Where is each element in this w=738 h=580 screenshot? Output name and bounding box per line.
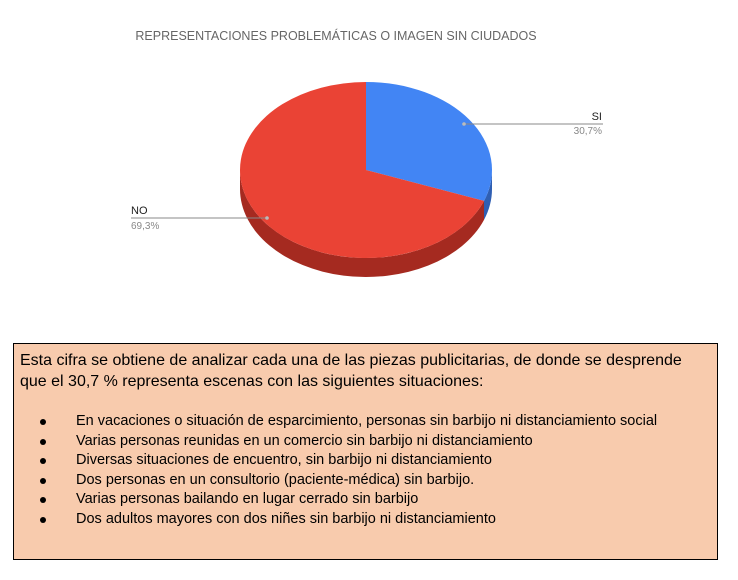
list-item-text: Varias personas reunidas en un comercio … <box>76 432 533 449</box>
list-item-text: Dos personas en un consultorio (paciente… <box>76 471 475 488</box>
bullet-icon <box>40 419 46 425</box>
situations-list: En vacaciones o situación de esparcimien… <box>20 412 709 529</box>
slice-value-label: 69,3% <box>131 221 159 232</box>
bullet-icon <box>40 458 46 464</box>
list-item-text: Varias personas bailando en lugar cerrad… <box>76 491 419 507</box>
leader-dot <box>462 122 466 126</box>
bullet-icon <box>40 438 46 445</box>
chart-title: REPRESENTACIONES PROBLEMÁTICAS O IMAGEN … <box>135 28 536 43</box>
slice-label: SI <box>592 111 602 123</box>
bullet-icon <box>40 497 46 503</box>
pie-3d-sides <box>240 170 492 278</box>
pie-labels: SI 30,7% NO 69,3% <box>131 111 603 232</box>
pie-chart-svg: REPRESENTACIONES PROBLEMÁTICAS O IMAGEN … <box>131 28 603 278</box>
pie-slice-no <box>240 82 485 259</box>
list-item-text: Diversas situaciones de encuentro, sin b… <box>76 452 492 468</box>
pie-chart: REPRESENTACIONES PROBLEMÁTICAS O IMAGEN … <box>131 28 603 278</box>
list-item: Dos personas en un consultorio (paciente… <box>40 471 709 491</box>
pie-side-no <box>240 170 485 278</box>
list-item: Varias personas reunidas en un comercio … <box>40 432 709 452</box>
info-box: Esta cifra se obtiene de analizar cada u… <box>13 343 718 560</box>
bullet-icon <box>40 516 46 523</box>
pie-slice-si <box>366 82 492 201</box>
slice-label: NO <box>131 205 148 217</box>
pie-side-si <box>484 170 492 220</box>
leader-dot <box>265 216 269 220</box>
info-intro: Esta cifra se obtiene de analizar cada u… <box>20 352 682 390</box>
bullet-icon <box>40 477 46 484</box>
list-item: En vacaciones o situación de esparcimien… <box>40 412 709 432</box>
list-item: Varias personas bailando en lugar cerrad… <box>40 490 709 510</box>
pie-slices <box>240 82 492 259</box>
list-item: Diversas situaciones de encuentro, sin b… <box>40 451 709 471</box>
list-item-text: En vacaciones o situación de esparcimien… <box>76 413 658 429</box>
list-item-text: Dos adultos mayores con dos niñes sin ba… <box>76 510 496 527</box>
slice-value-label: 30,7% <box>574 126 602 137</box>
list-item: Dos adultos mayores con dos niñes sin ba… <box>40 510 709 530</box>
